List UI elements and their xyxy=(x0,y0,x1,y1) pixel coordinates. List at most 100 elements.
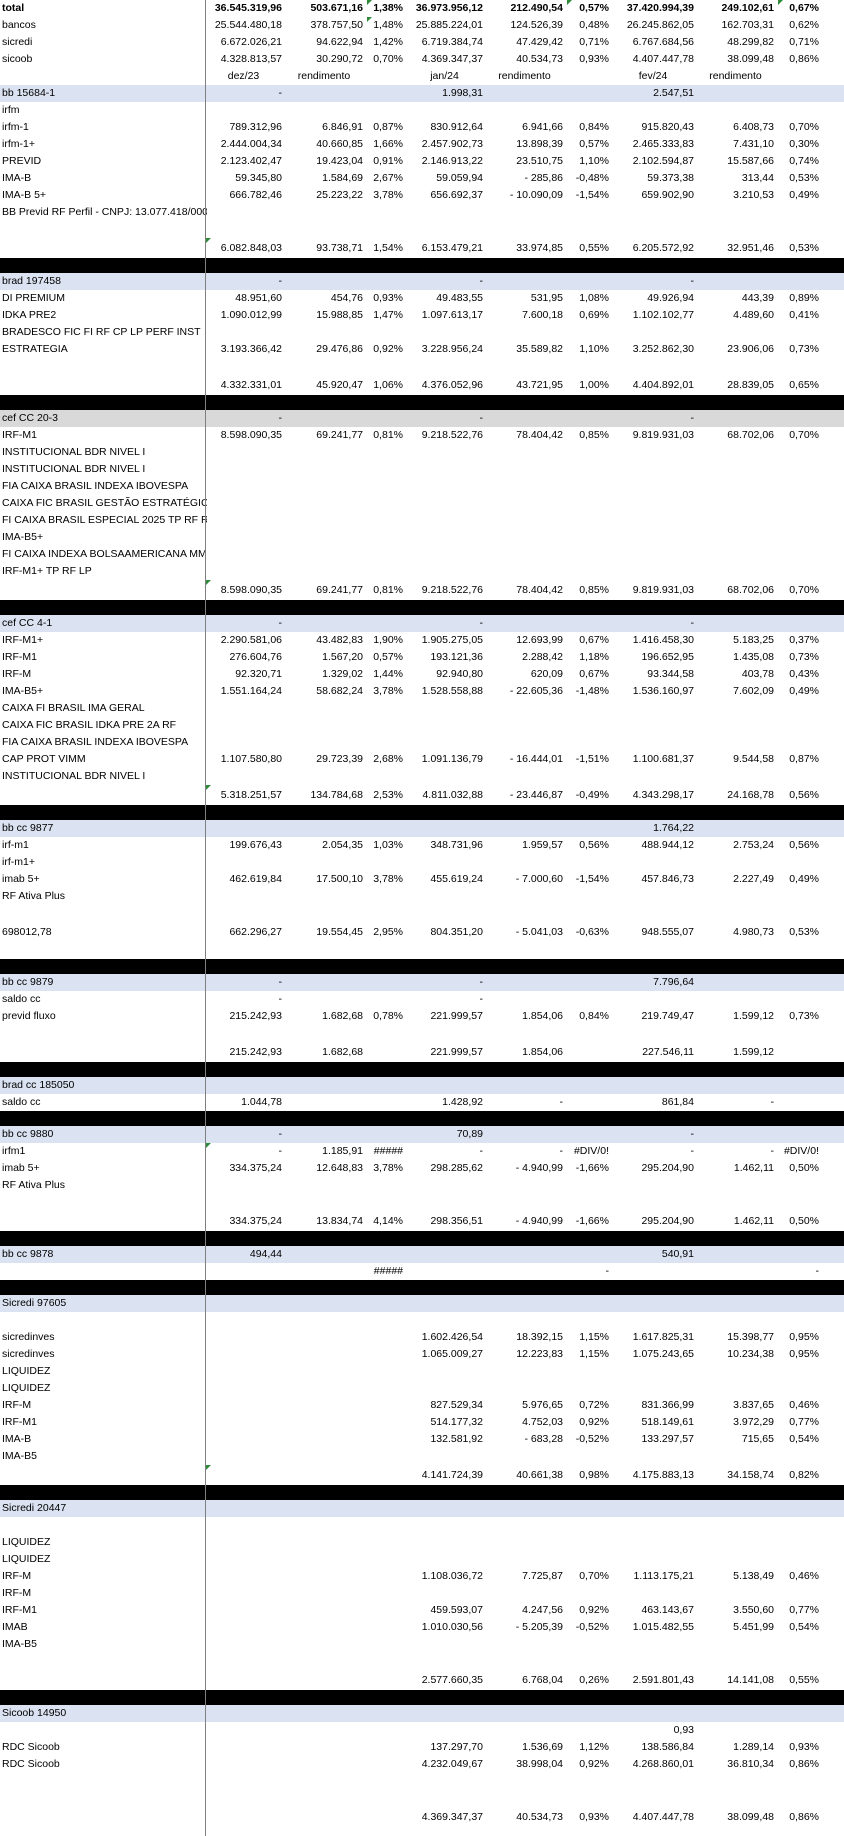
cell-fev24-rendimento[interactable]: 14.141,08 xyxy=(727,1674,774,1686)
cell-fev24-pct[interactable]: 0,50% xyxy=(789,1162,819,1174)
cell-label[interactable]: FIA CAIXA BRASIL INDEXA IBOVESPA xyxy=(2,736,189,748)
cell-fev24-saldo[interactable]: 3.252.862,30 xyxy=(632,343,694,355)
cell-jan24-rendimento[interactable]: 47.429,42 xyxy=(516,36,563,48)
cell-fev24-saldo[interactable]: 49.926,94 xyxy=(647,292,694,304)
cell-jan24-pct[interactable]: 0,85% xyxy=(579,584,609,596)
cell-label[interactable]: bb 15684-1 xyxy=(2,87,56,99)
cell-fev24-saldo[interactable]: 227.546,11 xyxy=(642,1046,694,1058)
cell-dez23-saldo[interactable]: 662.296,27 xyxy=(229,926,282,938)
cell-fev24-pct[interactable]: 0,86% xyxy=(789,1758,819,1770)
cell-label[interactable]: FI CAIXA INDEXA BOLSAAMERICANA MM xyxy=(2,548,207,560)
cell-fev24-pct[interactable]: 0,49% xyxy=(789,189,819,201)
cell-jan24-rendimento[interactable]: 4.247,56 xyxy=(522,1604,563,1616)
cell-jan24-pct[interactable]: 1,10% xyxy=(579,343,609,355)
cell-label[interactable]: Sicoob 14950 xyxy=(2,1707,67,1719)
cell-jan24-saldo[interactable]: 298.356,51 xyxy=(430,1215,483,1227)
cell-jan24-rendimento[interactable]: 13.898,39 xyxy=(516,138,563,150)
cell-label[interactable]: cef CC 20-3 xyxy=(2,412,59,424)
cell-fev24-pct[interactable]: 0,49% xyxy=(789,873,819,885)
cell-label[interactable]: Sicredi 20447 xyxy=(2,1502,67,1514)
cell-dez23-pct[interactable]: 0,70% xyxy=(373,53,403,65)
cell-dez23-saldo[interactable]: 666.782,46 xyxy=(229,189,282,201)
cell-fev24-saldo[interactable]: 4.407.447,78 xyxy=(632,53,694,65)
cell-jan24-pct[interactable]: 1,15% xyxy=(579,1331,609,1343)
cell-jan24-saldo[interactable]: 514.177,32 xyxy=(430,1416,483,1428)
cell-jan24-saldo[interactable]: 92.940,80 xyxy=(436,668,483,680)
cell-jan24-pct[interactable]: 0,69% xyxy=(579,309,609,321)
cell-jan24-rendimento[interactable]: 531,95 xyxy=(530,292,563,304)
cell-fev24-saldo[interactable]: 26.245.862,05 xyxy=(626,19,694,31)
cell-fev24-rendimento[interactable]: 1.599,12 xyxy=(733,1046,774,1058)
cell-jan24-rendimento[interactable]: 212.490,54 xyxy=(510,2,563,14)
cell-fev24-saldo[interactable]: - xyxy=(690,275,695,287)
cell-jan24-rendimento[interactable]: 6.768,04 xyxy=(522,1674,563,1686)
cell-label[interactable]: RF Ativa Plus xyxy=(2,890,66,902)
cell-fev24-saldo[interactable]: 9.819.931,03 xyxy=(632,584,694,596)
cell-jan24-rendimento[interactable]: 23.510,75 xyxy=(516,155,563,167)
cell-jan24-saldo[interactable]: 4.811.032,88 xyxy=(422,789,483,801)
cell-fev24-rendimento[interactable]: 1.289,14 xyxy=(733,1741,774,1753)
cell-jan24-pct[interactable]: 0,93% xyxy=(579,53,609,65)
cell-dez23-saldo[interactable]: 92.320,71 xyxy=(235,668,282,680)
cell-label[interactable]: IMA-B xyxy=(2,172,32,184)
cell-jan24-pct[interactable]: -0,52% xyxy=(575,1621,609,1633)
cell-label[interactable]: IRF-M1 xyxy=(2,1416,37,1428)
cell-jan24-pct[interactable]: 0,67% xyxy=(579,668,609,680)
cell-fev24-saldo[interactable]: 463.143,67 xyxy=(641,1604,694,1616)
cell-jan24-saldo[interactable]: jan/24 xyxy=(430,70,459,82)
cell-fev24-saldo[interactable]: 831.366,99 xyxy=(641,1399,694,1411)
cell-label[interactable]: RF Ativa Plus xyxy=(2,1179,66,1191)
cell-jan24-pct[interactable]: 0,67% xyxy=(579,634,609,646)
cell-dez23-saldo[interactable]: 6.082.848,03 xyxy=(220,242,282,254)
cell-fev24-rendimento[interactable]: 443,39 xyxy=(741,292,774,304)
cell-dez23-pct[interactable]: 2,68% xyxy=(373,753,403,765)
cell-label[interactable]: CAIXA FIC BRASIL GESTÃO ESTRATÉGICA xyxy=(2,497,207,509)
cell-dez23-pct[interactable]: 1,54% xyxy=(373,242,403,254)
cell-dez23-rendimento[interactable]: 19.554,45 xyxy=(316,926,363,938)
cell-fev24-saldo[interactable]: 37.420.994,39 xyxy=(626,2,694,14)
cell-jan24-pct[interactable]: -1,48% xyxy=(575,685,609,697)
cell-jan24-rendimento[interactable]: 35.589,82 xyxy=(516,343,563,355)
cell-fev24-saldo[interactable]: 488.944,12 xyxy=(641,839,694,851)
cell-dez23-rendimento[interactable]: 1.682,68 xyxy=(322,1046,363,1058)
cell-fev24-saldo[interactable]: 7.796,64 xyxy=(653,976,694,988)
cell-jan24-pct[interactable]: 1,12% xyxy=(579,1741,609,1753)
cell-jan24-pct[interactable]: -1,51% xyxy=(575,753,609,765)
cell-dez23-rendimento[interactable]: 58.682,24 xyxy=(316,685,363,697)
cell-jan24-pct[interactable]: -0,63% xyxy=(575,926,609,938)
cell-jan24-pct[interactable]: -0,48% xyxy=(575,172,609,184)
cell-fev24-pct[interactable]: 0,37% xyxy=(789,634,819,646)
cell-jan24-saldo[interactable]: 2.577.660,35 xyxy=(421,1674,483,1686)
cell-dez23-saldo[interactable]: - xyxy=(278,275,283,287)
cell-fev24-rendimento[interactable]: 4.489,60 xyxy=(733,309,774,321)
cell-label[interactable]: INSTITUCIONAL BDR NIVEL I xyxy=(2,446,146,458)
cell-fev24-rendimento[interactable]: 38.099,48 xyxy=(727,1811,774,1823)
cell-jan24-saldo[interactable]: 4.141.724,39 xyxy=(421,1469,483,1481)
cell-fev24-pct[interactable]: #DIV/0! xyxy=(783,1145,819,1157)
cell-jan24-rendimento[interactable]: - 16.444,01 xyxy=(509,753,563,765)
cell-jan24-saldo[interactable]: 25.885.224,01 xyxy=(415,19,483,31)
cell-fev24-saldo[interactable]: 540,91 xyxy=(661,1248,694,1260)
cell-dez23-saldo[interactable]: - xyxy=(278,1145,283,1157)
cell-jan24-saldo[interactable]: 59.059,94 xyxy=(436,172,483,184)
cell-jan24-rendimento[interactable]: - 22.605,36 xyxy=(509,685,563,697)
cell-fev24-pct[interactable]: 0,77% xyxy=(789,1416,819,1428)
cell-fev24-saldo[interactable]: 295.204,90 xyxy=(641,1162,694,1174)
cell-jan24-rendimento[interactable]: 7.725,87 xyxy=(522,1570,563,1582)
cell-fev24-rendimento[interactable]: 2.753,24 xyxy=(733,839,774,851)
cell-dez23-pct[interactable]: 2,95% xyxy=(373,926,403,938)
cell-dez23-saldo[interactable]: 1.044,78 xyxy=(241,1096,282,1108)
cell-label[interactable]: IRF-M1 xyxy=(2,1604,37,1616)
cell-dez23-saldo[interactable]: 462.619,84 xyxy=(229,873,282,885)
cell-label[interactable]: 698012,78 xyxy=(2,926,52,938)
cell-fev24-saldo[interactable]: 457.846,73 xyxy=(641,873,694,885)
cell-dez23-rendimento[interactable]: 29.476,86 xyxy=(316,343,363,355)
cell-jan24-saldo[interactable]: 4.376.052,96 xyxy=(421,379,483,391)
cell-fev24-pct[interactable]: 0,95% xyxy=(789,1331,819,1343)
cell-label[interactable]: IRF-M1 xyxy=(2,651,37,663)
cell-label[interactable]: IMA-B xyxy=(2,1433,32,1445)
cell-fev24-rendimento[interactable]: 1.462,11 xyxy=(733,1215,774,1227)
cell-jan24-rendimento[interactable]: 6.941,66 xyxy=(522,121,563,133)
cell-jan24-rendimento[interactable]: 40.534,73 xyxy=(516,1811,563,1823)
cell-label[interactable]: INSTITUCIONAL BDR NIVEL I xyxy=(2,770,146,782)
